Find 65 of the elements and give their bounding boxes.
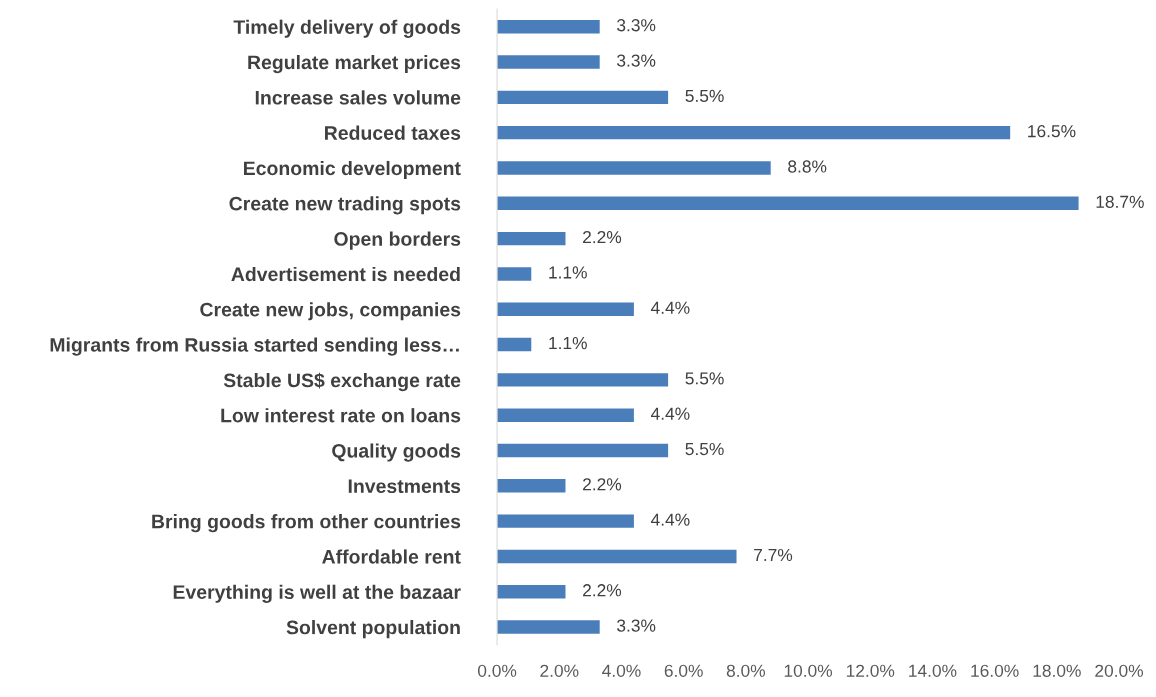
x-tick-label: 20.0% xyxy=(1095,664,1143,677)
y-tick-label: Open borders xyxy=(334,231,461,250)
bar xyxy=(497,161,771,175)
y-tick-label: Increase sales volume xyxy=(255,90,461,105)
data-label: 2.2% xyxy=(583,584,622,597)
y-tick-label: Bring goods from other countries xyxy=(152,514,461,533)
x-tick-label: 4.0% xyxy=(602,664,641,677)
data-label: 3.3% xyxy=(617,19,656,32)
y-tick-label: Solvent population xyxy=(286,620,460,639)
x-tick-label: 14.0% xyxy=(909,664,957,677)
bar xyxy=(497,373,669,387)
bar xyxy=(497,196,1079,210)
bar xyxy=(497,620,600,634)
bar xyxy=(497,514,634,528)
bar xyxy=(497,55,600,69)
y-tick-label: Timely delivery of goods xyxy=(233,19,461,38)
x-tick-label: 2.0% xyxy=(540,664,579,677)
bar xyxy=(497,302,634,316)
y-tick-label: Create new trading spots xyxy=(229,196,461,215)
data-label: 2.2% xyxy=(583,478,622,491)
x-tick-label: 8.0% xyxy=(726,664,766,677)
x-tick-label: 10.0% xyxy=(784,664,833,677)
x-tick-label: 12.0% xyxy=(846,664,895,677)
bar xyxy=(497,408,634,422)
y-tick-label: Everything is well at the bazaar xyxy=(173,584,461,603)
y-tick-label: Regulate market prices xyxy=(248,54,461,74)
y-tick-label: Low interest rate on loans xyxy=(221,408,461,423)
data-label: 1.1% xyxy=(549,336,587,350)
x-tick-label: 6.0% xyxy=(664,664,703,677)
y-tick-label: Affordable rent xyxy=(322,549,461,564)
y-tick-label: Stable US$ exchange rate xyxy=(223,372,461,392)
y-tick-label: Economic development xyxy=(244,160,461,180)
bar xyxy=(497,125,1011,140)
bar xyxy=(497,585,566,599)
data-label: 4.4% xyxy=(650,513,690,526)
data-label: 5.5% xyxy=(685,372,724,385)
x-tick-label: 18.0% xyxy=(1033,664,1081,677)
bar xyxy=(497,337,532,352)
data-label: 4.4% xyxy=(650,407,690,420)
bar xyxy=(497,20,600,34)
data-label: 18.7% xyxy=(1096,195,1144,208)
data-label: 3.3% xyxy=(617,619,656,632)
bar xyxy=(497,231,566,246)
data-label: 2.2% xyxy=(583,230,622,244)
data-label: 1.1% xyxy=(549,266,587,279)
data-label: 4.4% xyxy=(650,301,690,314)
bar xyxy=(497,267,532,281)
y-tick-label: Create new jobs, companies xyxy=(200,302,461,321)
data-label: 8.8% xyxy=(788,160,827,173)
data-label: 7.7% xyxy=(754,548,793,562)
bar xyxy=(497,549,737,564)
bar xyxy=(497,90,669,105)
data-label: 16.5% xyxy=(1028,125,1076,138)
y-tick-label: Quality goods xyxy=(332,443,461,462)
data-label: 3.3% xyxy=(617,54,656,67)
y-tick-label: Migrants from Russia started sending less… xyxy=(50,337,459,356)
x-tick-label: 16.0% xyxy=(971,664,1019,677)
data-label: 5.5% xyxy=(685,89,724,103)
bar xyxy=(497,443,669,458)
x-tick-label: 0.0% xyxy=(477,664,517,677)
y-tick-label: Reduced taxes xyxy=(325,125,461,140)
data-label: 5.5% xyxy=(685,442,724,456)
y-tick-label: Investments xyxy=(348,479,461,494)
bar xyxy=(497,479,566,493)
y-tick-label: Advertisement is needed xyxy=(231,266,460,282)
